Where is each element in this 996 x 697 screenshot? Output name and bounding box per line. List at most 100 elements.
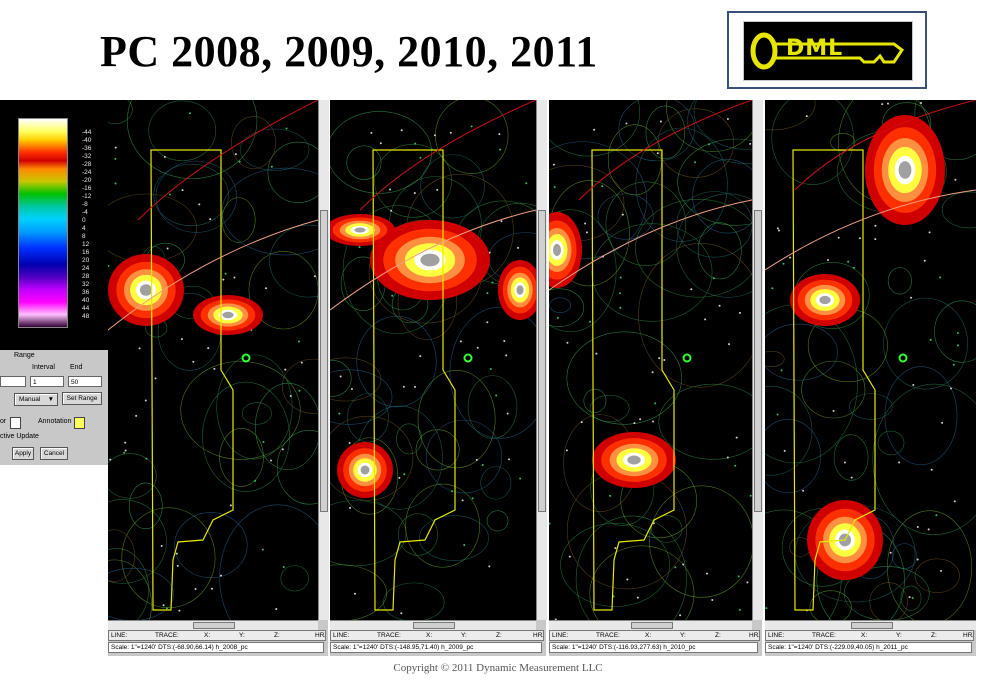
annotation-checkbox[interactable] (74, 417, 85, 429)
status-hrz-label: HRZ (315, 632, 325, 639)
seismic-line (548, 199, 753, 291)
range-panel: -44 -40 -36 -32 -28 -24 -20 -16 -12 -8 -… (0, 100, 108, 465)
color-label: or (0, 418, 7, 425)
end-label: End (70, 364, 83, 371)
well-marker-icon (463, 353, 473, 363)
fault-line (359, 99, 537, 211)
map-canvas (724, 64, 996, 646)
field-outline (591, 149, 675, 611)
scroll-thumb[interactable] (320, 210, 328, 512)
color-scale-label: -8 (82, 201, 88, 208)
interval-label: Interval (32, 364, 55, 371)
vertical-scrollbar[interactable] (318, 100, 329, 620)
anomaly-contour (532, 212, 582, 288)
status-x-label: X: (645, 632, 652, 639)
color-scale-bar[interactable] (18, 118, 68, 328)
range-title: Range (14, 352, 35, 359)
contour-map-2008[interactable] (77, 62, 350, 651)
map-panel-2008: LINE: TRACE: X: Y: Z: HRZ Scale: 1"=1240' DTS:… (77, 62, 350, 656)
map-canvas (292, 96, 564, 622)
key-icon (750, 32, 905, 70)
status-trace-label: TRACE: (377, 632, 401, 639)
contour-lines (292, 96, 564, 622)
end-field[interactable]: 50 (68, 376, 102, 387)
status-z-label: Z: (496, 632, 502, 639)
contour-map-2009[interactable] (292, 96, 564, 622)
status-trace-label: TRACE: (596, 632, 620, 639)
contour-lines (517, 64, 806, 643)
horizontal-scrollbar[interactable] (330, 620, 536, 630)
color-scale-label: 28 (82, 273, 90, 280)
status-z-label: Z: (931, 632, 937, 639)
color-scale-label: 16 (82, 249, 90, 256)
scroll-thumb[interactable] (754, 210, 762, 512)
status-y-label: Y: (896, 632, 902, 639)
horizontal-scrollbar[interactable] (765, 620, 976, 630)
scroll-thumb[interactable] (413, 622, 455, 629)
horizontal-scrollbar[interactable] (108, 620, 318, 630)
color-scale-label: 40 (82, 297, 90, 304)
color-scale-label: 32 (82, 281, 90, 288)
color-scale-label: 24 (82, 265, 90, 272)
scroll-thumb[interactable] (630, 622, 673, 629)
contour-map-2011[interactable] (724, 64, 996, 646)
status-x-label: X: (204, 632, 211, 639)
scale-readout: Scale: 1"=1240' DTS:(-229.09,40.05) h_20… (765, 642, 972, 653)
contour-lines (77, 62, 350, 651)
status-y-label: Y: (680, 632, 686, 639)
seismic-line (107, 219, 319, 331)
map-panel-2009: LINE: TRACE: X: Y: Z: HRZ Scale: 1"=1240' DTS:… (292, 96, 564, 656)
contour-map-2010[interactable] (517, 64, 806, 643)
status-bar: LINE: TRACE: X: Y: Z: HRZ (330, 630, 544, 641)
map-canvas (517, 64, 806, 643)
horizontal-scrollbar[interactable] (549, 620, 752, 630)
color-scale-label: -40 (82, 137, 92, 144)
scroll-thumb[interactable] (538, 210, 546, 512)
interval-field[interactable]: 1 (30, 376, 64, 387)
apply-button[interactable]: Apply (12, 447, 34, 460)
color-scale-label: -36 (82, 145, 92, 152)
anomaly-contour (865, 115, 945, 225)
cancel-button[interactable]: Cancel (40, 447, 68, 460)
mode-value: Manual (19, 396, 41, 403)
scroll-thumb[interactable] (850, 622, 893, 629)
mode-dropdown[interactable]: Manual ▼ (14, 393, 58, 406)
vertical-scrollbar[interactable] (536, 100, 547, 620)
scale-readout: Scale: 1"=1240' DTS:(-116.93,277.63) h_2… (549, 642, 758, 653)
color-scale-label: 44 (82, 305, 90, 312)
well-marker-icon (898, 353, 908, 363)
seismic-line (764, 189, 977, 271)
color-checkbox[interactable] (10, 417, 21, 429)
status-x-label: X: (426, 632, 433, 639)
dml-logo: DML (727, 11, 927, 89)
fault-line (137, 99, 319, 221)
colorbar-box: -44 -40 -36 -32 -28 -24 -20 -16 -12 -8 -… (0, 100, 108, 350)
vertical-scrollbar[interactable] (752, 100, 763, 620)
fault-line (794, 99, 977, 191)
color-scale-label: 0 (82, 217, 86, 224)
anomaly-contour (498, 260, 542, 320)
status-trace-label: TRACE: (812, 632, 836, 639)
color-scale-label: 8 (82, 233, 86, 240)
field-outline (150, 149, 234, 611)
color-scale-labels: -44 -40 -36 -32 -28 -24 -20 -16 -12 -8 -… (82, 129, 106, 320)
set-range-button[interactable]: Set Range (62, 392, 102, 405)
status-line-label: LINE: (552, 632, 569, 639)
status-hrz-label: HRZ (963, 632, 973, 639)
status-z-label: Z: (274, 632, 280, 639)
anomaly-contour (370, 220, 490, 300)
well-marker-icon (682, 353, 692, 363)
color-scale-label: 12 (82, 241, 90, 248)
anomaly-contour (108, 254, 184, 326)
status-trace-label: TRACE: (155, 632, 179, 639)
status-hrz-label: HRZ (749, 632, 759, 639)
chevron-down-icon: ▼ (47, 396, 54, 403)
color-scale-label: 4 (82, 225, 86, 232)
status-bar: LINE: TRACE: X: Y: Z: HRZ (765, 630, 974, 641)
color-scale-label: 48 (82, 313, 90, 320)
status-y-label: Y: (239, 632, 245, 639)
color-scale-label: 36 (82, 289, 90, 296)
color-scale-label: 20 (82, 257, 90, 264)
scroll-thumb[interactable] (193, 622, 235, 629)
start-field[interactable] (0, 376, 26, 387)
